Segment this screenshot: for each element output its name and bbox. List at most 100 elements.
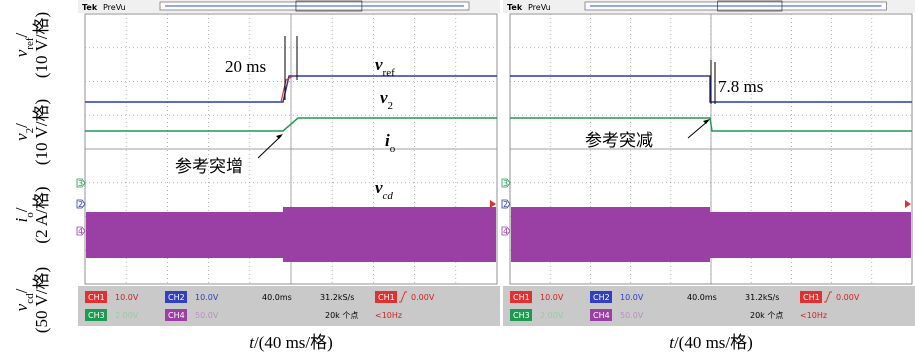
- text-part: 50.0V: [195, 311, 219, 320]
- text-part: /(40 ms/格): [254, 333, 333, 352]
- text-part: CH1: [803, 293, 820, 302]
- channel-name: CH3: [88, 311, 105, 320]
- channel-name: CH4: [168, 311, 185, 320]
- trigger-note: 参考突增: [175, 157, 243, 176]
- channel-name: CH4: [593, 311, 610, 320]
- text-part: Tek: [507, 3, 523, 12]
- mode: PreVu: [103, 3, 126, 12]
- text-part: PreVu: [103, 3, 126, 12]
- channel-name: CH2: [168, 293, 185, 302]
- text-part: 0.00V: [836, 293, 860, 302]
- text-part: 10.0V: [115, 293, 139, 302]
- text-part: 3: [503, 179, 508, 188]
- text-part: cd: [383, 190, 394, 202]
- mode: PreVu: [528, 3, 551, 12]
- text-part: 4: [78, 227, 83, 236]
- ch1-scale: 10.0V: [115, 293, 139, 302]
- points: 20k 个点: [325, 311, 358, 320]
- text-part: 20k 个点: [750, 311, 783, 320]
- x-label: t/(40 ms/格): [669, 333, 753, 352]
- ch4-scale: 50.0V: [620, 311, 644, 320]
- text-part: /: [12, 288, 31, 293]
- text-part: 31.2kS/s: [320, 293, 354, 302]
- y-label-unit: (50 V/格): [32, 267, 51, 333]
- text-part: Tek: [82, 3, 98, 12]
- y-label-unit: (10 V/格): [32, 12, 51, 78]
- bandwidth: <10Hz: [375, 311, 402, 320]
- trigger-level: 0.00V: [411, 293, 435, 302]
- text-part: /(40 ms/格): [674, 333, 753, 352]
- trigger-level: 0.00V: [836, 293, 860, 302]
- channel-marker-label: 3: [78, 179, 83, 188]
- channel-marker-label: 2: [503, 200, 508, 209]
- text-part: 2: [388, 100, 394, 112]
- y-axis-label: vref/(10 V/格): [12, 12, 51, 78]
- channel-name: CH1: [513, 293, 530, 302]
- y-label-unit: (2 A/格): [32, 186, 51, 243]
- bandwidth: <10Hz: [800, 311, 827, 320]
- text-part: 20 ms: [225, 57, 266, 76]
- channel-name: CH2: [593, 293, 610, 302]
- text-part: 0.00V: [411, 293, 435, 302]
- y-axis-label: io/(2 A/格): [12, 186, 51, 243]
- text-part: 50.0V: [620, 311, 644, 320]
- text-part: CH1: [513, 293, 530, 302]
- text-part: 40.0ms: [687, 293, 717, 302]
- text-part: ref: [383, 67, 396, 79]
- text-part: CH4: [168, 311, 185, 320]
- text-part: 10.0V: [540, 293, 564, 302]
- y-label-unit: (10 V/格): [32, 99, 51, 165]
- vcd-trace: [710, 212, 911, 258]
- text-part: 3: [78, 179, 83, 188]
- text-part: 20k 个点: [325, 311, 358, 320]
- vcd-trace: [86, 212, 283, 258]
- sample-rate: 31.2kS/s: [745, 293, 779, 302]
- channel-name: CH3: [513, 311, 530, 320]
- text-part: 4: [503, 227, 508, 236]
- text-part: 31.2kS/s: [745, 293, 779, 302]
- text-part: CH2: [168, 293, 185, 302]
- text-part: 参考突增: [175, 157, 243, 176]
- text-part: (10 V/格): [32, 12, 51, 78]
- ch4-scale: 50.0V: [195, 311, 219, 320]
- x-label: t/(40 ms/格): [249, 333, 333, 352]
- text-part: 7.8 ms: [718, 77, 763, 96]
- ch2-scale: 10.0V: [195, 293, 219, 302]
- ch3-scale: 2.00V: [115, 311, 139, 320]
- brand: Tek: [507, 3, 523, 12]
- trigger-note: 参考突减: [585, 131, 653, 150]
- text-part: 2.00V: [540, 311, 564, 320]
- channel-name: CH1: [378, 293, 395, 302]
- scope-panel: Tek PreVu 3 2 4 7.8 ms 参考突减 CH1 10.0V CH2 10.0V CH3…: [502, 0, 915, 352]
- sample-rate: 31.2kS/s: [320, 293, 354, 302]
- points: 20k 个点: [750, 311, 783, 320]
- y-axis-label: vcd/(50 V/格): [12, 267, 51, 333]
- vcd-trace: [511, 207, 710, 262]
- text-part: CH3: [513, 311, 530, 320]
- ch1-scale: 10.0V: [540, 293, 564, 302]
- channel-marker-label: 4: [503, 227, 508, 236]
- ch2-scale: 10.0V: [620, 293, 644, 302]
- text-part: 2: [503, 200, 508, 209]
- text-part: CH2: [593, 293, 610, 302]
- text-part: /: [12, 123, 31, 128]
- vcd-trace: [283, 207, 496, 262]
- text-part: 10.0V: [195, 293, 219, 302]
- brand: Tek: [82, 3, 98, 12]
- text-part: /: [12, 32, 31, 37]
- channel-marker-label: 4: [78, 227, 83, 236]
- channel-marker-label: 3: [503, 179, 508, 188]
- time-marker: 20 ms: [225, 57, 266, 76]
- text-part: /: [12, 207, 31, 212]
- text-part: 参考突减: [585, 131, 653, 150]
- text-part: 10.0V: [620, 293, 644, 302]
- text-part: CH3: [88, 311, 105, 320]
- time-marker: 7.8 ms: [718, 77, 763, 96]
- text-part: CH4: [593, 311, 610, 320]
- channel-marker-label: 2: [78, 200, 83, 209]
- text-part: CH1: [378, 293, 395, 302]
- text-part: (10 V/格): [32, 99, 51, 165]
- channel-name: CH1: [803, 293, 820, 302]
- ch3-scale: 2.00V: [540, 311, 564, 320]
